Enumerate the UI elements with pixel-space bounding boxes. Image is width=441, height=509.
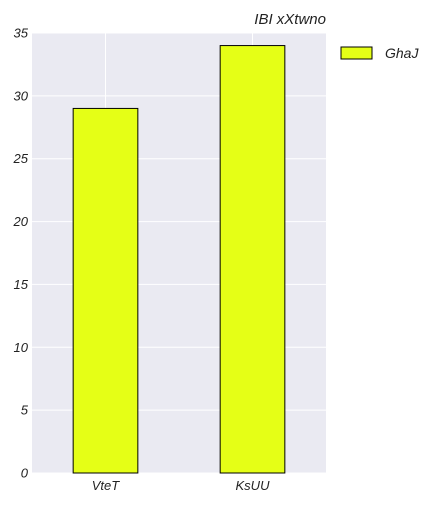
y-tick-label: 20 <box>13 214 29 229</box>
legend: GhaJ <box>340 45 419 61</box>
bars <box>72 45 286 474</box>
y-tick-label: 0 <box>21 466 29 481</box>
legend-swatch <box>340 46 373 60</box>
bar-VteT <box>72 107 139 474</box>
y-tick-label: 25 <box>13 151 29 166</box>
chart-title: IBI xXtwno <box>254 11 326 28</box>
legend-label: GhaJ <box>385 45 419 61</box>
y-tick-label: 30 <box>14 88 29 103</box>
x-tick-label: KsUU <box>236 478 271 493</box>
x-tick-label: VteT <box>92 478 121 493</box>
bar-KsUU <box>219 45 286 474</box>
y-tick-label: 10 <box>14 340 29 355</box>
y-tick-label: 35 <box>14 26 29 41</box>
y-tick-label: 5 <box>21 403 29 418</box>
y-tick-label: 15 <box>14 277 29 292</box>
y-axis-ticks: 0 5 10 15 20 25 30 35 <box>13 26 29 481</box>
x-axis-ticks: VteT KsUU <box>92 478 270 493</box>
